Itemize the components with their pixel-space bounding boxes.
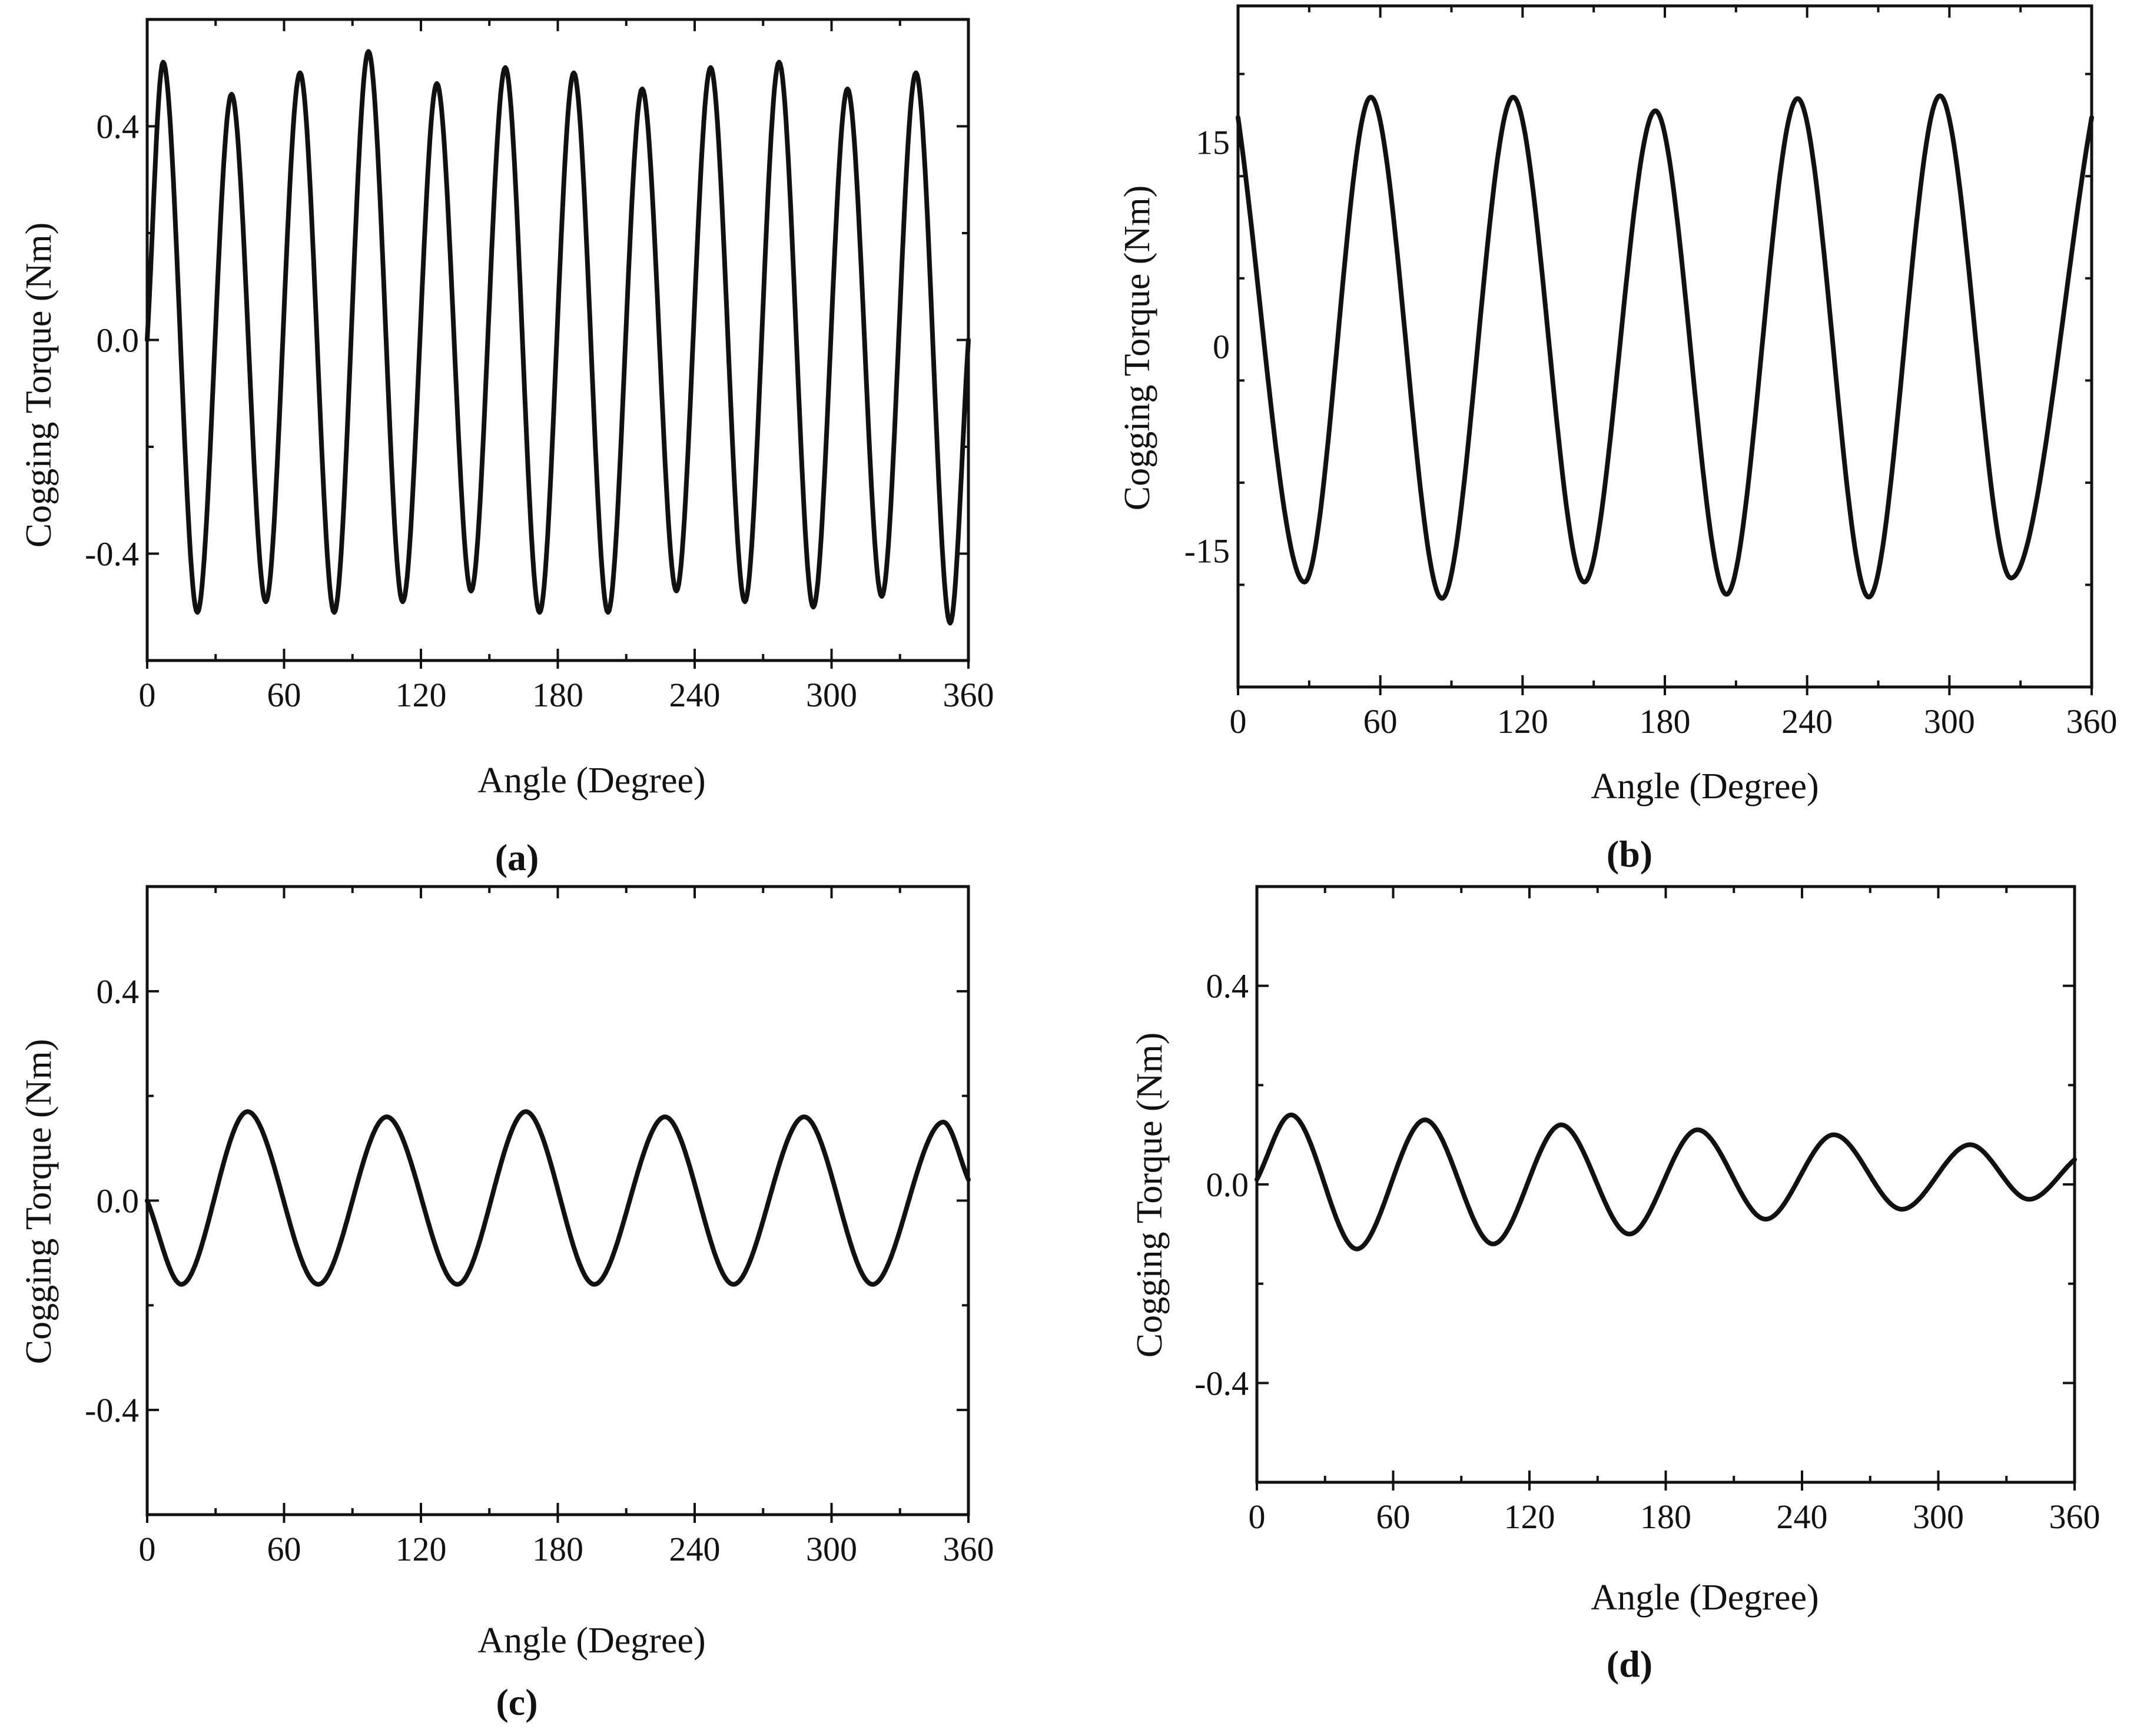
x-tick-label-c: 240 xyxy=(669,1530,721,1568)
x-tick-label-c: 300 xyxy=(806,1530,857,1568)
y-tick-label-c: -0.4 xyxy=(85,1391,139,1429)
series-line-a xyxy=(145,49,971,626)
y-tick-label-b: -15 xyxy=(1184,532,1230,570)
x-tick-label-b: 0 xyxy=(1230,702,1247,741)
x-tick-label-d: 0 xyxy=(1249,1498,1266,1536)
x-tick-label-c: 120 xyxy=(396,1530,447,1568)
series-line-d xyxy=(1255,1112,2077,1252)
plot-area-c: 0 60 120 180 240 300 360 -0.4 0.0 0.4 xyxy=(85,885,994,1568)
x-tick-label-a: 120 xyxy=(396,676,447,714)
x-tick-label-d: 120 xyxy=(1504,1498,1555,1536)
x-tick-label-d: 300 xyxy=(1913,1498,1964,1536)
x-axis-label-a: Angle (Degree) xyxy=(477,761,705,801)
y-tick-label-a: 0.4 xyxy=(97,108,140,146)
x-tick-label-b: 300 xyxy=(1924,702,1975,741)
x-tick-label-b: 180 xyxy=(1640,702,1691,741)
x-axis-label-c: Angle (Degree) xyxy=(477,1621,705,1661)
y-axis-label-c: Cogging Torque (Nm) xyxy=(19,1039,59,1364)
y-tick-label-a: 0.0 xyxy=(97,321,140,360)
x-tick-label-c: 0 xyxy=(139,1530,156,1568)
x-tick-label-d: 60 xyxy=(1376,1498,1411,1536)
series-line-b xyxy=(1236,93,2094,601)
x-tick-label-a: 300 xyxy=(806,676,857,714)
y-tick-label-d: 0.0 xyxy=(1206,1166,1249,1204)
panel-caption-a: (a) xyxy=(495,837,539,878)
x-tick-label-c: 60 xyxy=(267,1530,301,1568)
series-line-c xyxy=(145,1109,971,1287)
x-tick-label-d: 180 xyxy=(1640,1498,1691,1536)
y-tick-label-a: -0.4 xyxy=(85,535,139,573)
x-tick-label-b: 120 xyxy=(1497,702,1548,741)
x-tick-label-c: 360 xyxy=(943,1530,994,1568)
plot-area-a: 0 60 120 180 240 300 360 -0.4 0.0 0.4 xyxy=(85,18,994,714)
x-axis-label-b: Angle (Degree) xyxy=(1591,766,1819,806)
y-axis-label-a: Cogging Torque (Nm) xyxy=(19,223,59,547)
x-tick-label-a: 360 xyxy=(943,676,994,714)
x-tick-label-b: 240 xyxy=(1781,702,1833,741)
x-tick-label-a: 240 xyxy=(669,676,721,714)
x-tick-label-b: 60 xyxy=(1363,702,1398,741)
y-tick-label-b: 0 xyxy=(1213,328,1230,366)
panel-caption-d: (d) xyxy=(1607,1643,1652,1685)
plot-area-b: 0 60 120 180 240 300 360 -15 0 15 xyxy=(1184,4,2118,741)
y-tick-label-b: 15 xyxy=(1196,123,1230,161)
panel-caption-b: (b) xyxy=(1607,833,1652,875)
y-tick-label-c: 0.4 xyxy=(97,972,140,1011)
y-tick-label-c: 0.0 xyxy=(97,1182,140,1220)
y-tick-label-d: -0.4 xyxy=(1194,1364,1249,1402)
x-tick-label-a: 180 xyxy=(532,676,583,714)
y-axis-label-b: Cogging Torque (Nm) xyxy=(1117,185,1157,510)
x-tick-label-c: 180 xyxy=(532,1530,583,1568)
panel-caption-c: (c) xyxy=(496,1681,537,1723)
x-tick-label-d: 360 xyxy=(2049,1498,2100,1536)
x-tick-label-a: 60 xyxy=(267,676,301,714)
chart-panel-a: 0 60 120 180 240 300 360 -0.4 0.0 0.4 Angle (Degr… xyxy=(19,18,994,878)
x-tick-label-b: 360 xyxy=(2066,702,2118,741)
chart-panel-d: 0 60 120 180 240 300 360 -0.4 0.0 0.4 Angle (Degr… xyxy=(1130,885,2100,1685)
y-tick-label-d: 0.4 xyxy=(1206,967,1249,1005)
x-axis-label-d: Angle (Degree) xyxy=(1591,1578,1819,1618)
x-tick-label-a: 0 xyxy=(139,676,156,714)
x-tick-label-d: 240 xyxy=(1777,1498,1828,1536)
y-axis-label-d: Cogging Torque (Nm) xyxy=(1130,1033,1170,1357)
chart-panel-c: 0 60 120 180 240 300 360 -0.4 0.0 0.4 Angle (Degr… xyxy=(19,885,994,1723)
plot-area-d: 0 60 120 180 240 300 360 -0.4 0.0 0.4 xyxy=(1194,885,2100,1536)
